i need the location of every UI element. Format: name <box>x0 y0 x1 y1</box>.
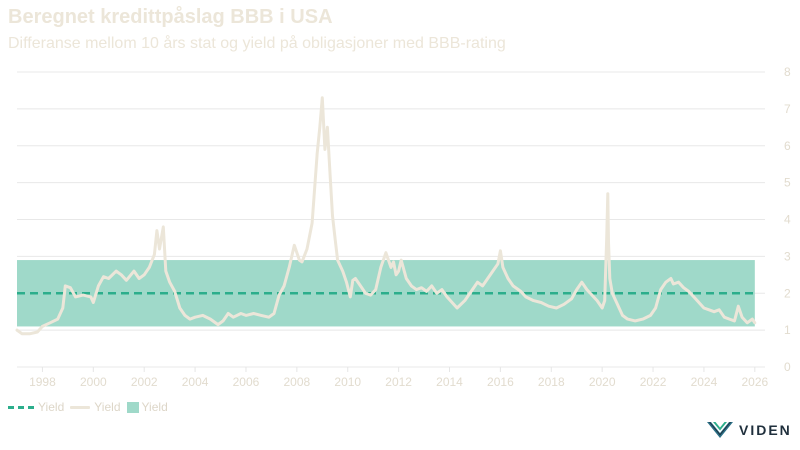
viden-chevron-logo-icon <box>707 422 733 438</box>
x-tick-label: 2018 <box>538 375 565 389</box>
x-tick-label: 2022 <box>640 375 667 389</box>
legend-band-swatch <box>126 401 139 413</box>
x-tick-label: 2010 <box>334 375 361 389</box>
legend-label-band: Yield <box>141 400 168 414</box>
y-tick-label: 4 <box>784 213 791 227</box>
chart-title: Beregnet kredittpåslag BBB i USA <box>8 6 333 28</box>
legend: Yield Yield Yield <box>8 400 174 414</box>
x-tick-label: 2024 <box>691 375 718 389</box>
legend-line-swatch <box>70 405 91 409</box>
viden-logo: VIDEN <box>706 420 792 440</box>
y-tick-label: 5 <box>784 176 791 190</box>
y-tick-label: 7 <box>784 102 791 116</box>
legend-item-series[interactable]: Yield <box>70 400 121 414</box>
x-tick-label: 2014 <box>436 375 463 389</box>
x-tick-label: 1998 <box>29 375 56 389</box>
legend-label-series: Yield <box>94 400 121 414</box>
y-tick-label: 3 <box>784 249 791 263</box>
x-tick-label: 2008 <box>284 375 311 389</box>
x-tick-label: 2006 <box>233 375 260 389</box>
y-tick-label: 1 <box>784 323 791 337</box>
x-tick-label: 2026 <box>741 375 768 389</box>
chart-subtitle: Differanse mellom 10 års stat og yield p… <box>8 35 506 52</box>
x-tick-label: 2020 <box>589 375 616 389</box>
legend-item-mean[interactable]: Yield <box>8 400 64 414</box>
legend-dashed-line-swatch <box>8 405 34 409</box>
y-tick-label: 8 <box>784 65 791 79</box>
x-tick-label: 2000 <box>80 375 107 389</box>
x-tick-label: 2004 <box>182 375 209 389</box>
x-tick-label: 2002 <box>131 375 158 389</box>
legend-item-band[interactable]: Yield <box>126 400 168 414</box>
y-tick-label: 2 <box>784 286 791 300</box>
y-tick-label: 6 <box>784 139 791 153</box>
logo-text: VIDEN <box>739 422 792 438</box>
y-tick-label: 0 <box>784 360 791 374</box>
x-tick-label: 2012 <box>385 375 412 389</box>
legend-label-mean: Yield <box>38 400 65 414</box>
x-tick-label: 2016 <box>487 375 514 389</box>
series-line <box>15 96 757 336</box>
